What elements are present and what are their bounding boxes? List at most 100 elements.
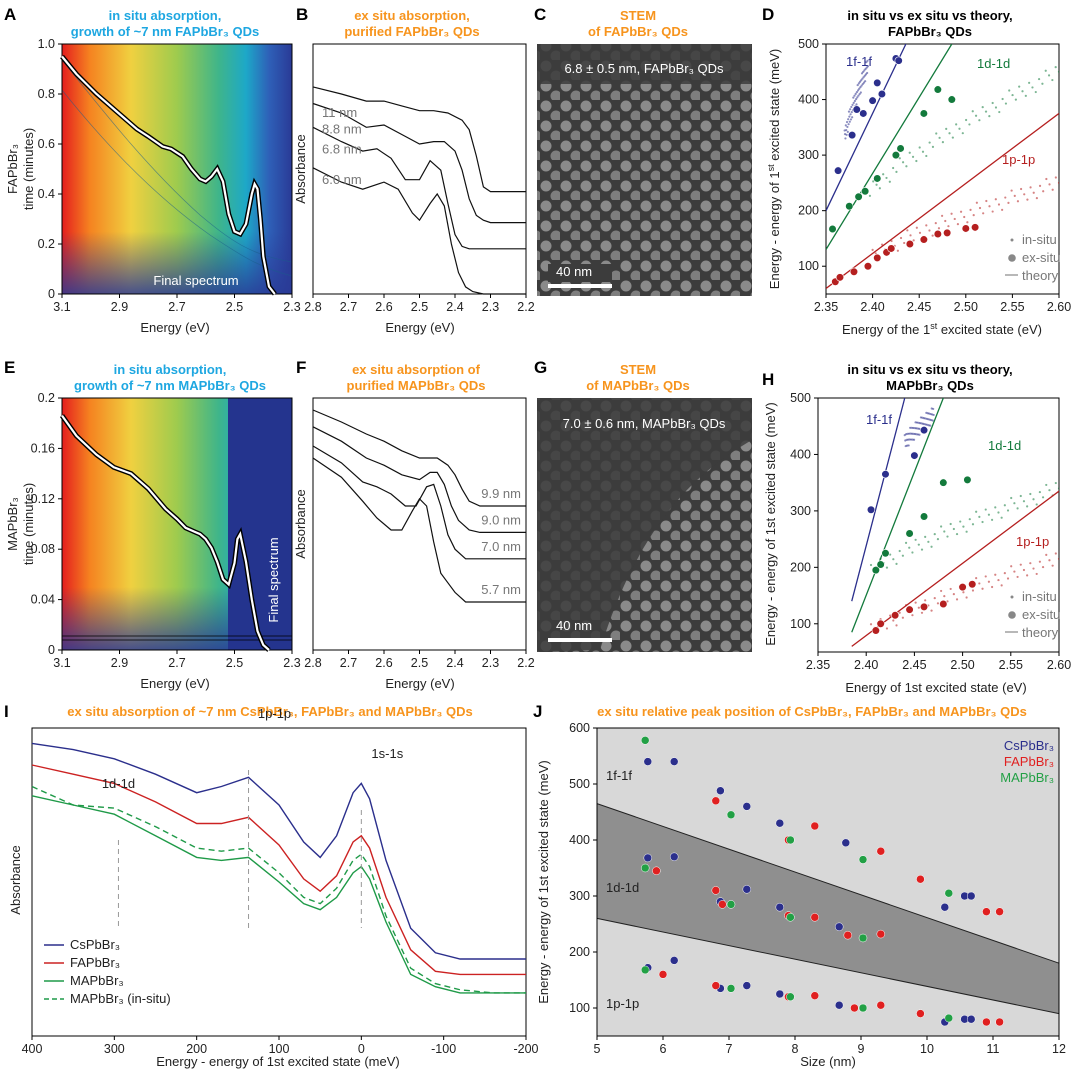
- panel-f-x-ticks: 2.8 2.7 2.6 2.5 2.4 2.3 2.2: [304, 650, 535, 670]
- panel-a-label: A: [4, 5, 16, 24]
- in-situ-point: [869, 623, 873, 626]
- in-situ-point: [851, 116, 854, 119]
- in-situ-point: [1019, 563, 1022, 566]
- panel-b-title-1: ex situ absorption,: [354, 8, 470, 23]
- absorbance-curve: [312, 457, 526, 603]
- in-situ-point: [866, 59, 869, 62]
- peak-point: [995, 1017, 1004, 1027]
- panel-j-x-tick-label: 5: [594, 1042, 601, 1056]
- in-situ-point: [997, 578, 1000, 582]
- panel-c-scalebar: [548, 284, 612, 288]
- in-situ-point: [955, 598, 959, 601]
- peak-point: [982, 1017, 991, 1027]
- panel-e: E in situ absorption, growth of ~7 nm MA…: [4, 358, 301, 691]
- panel-j-title: ex situ relative peak position of CsPbBr…: [597, 704, 1027, 719]
- panel-j-legend-mapbbr3: MAPbBr₃: [1000, 770, 1054, 785]
- in-situ-point: [990, 518, 994, 521]
- panel-b-label: B: [296, 5, 308, 24]
- in-situ-point: [920, 548, 924, 551]
- panel-f-x-tick-label: 2.4: [446, 656, 463, 670]
- in-situ-point: [1045, 177, 1048, 181]
- peak-point: [944, 888, 954, 898]
- panel-j-ylabel: Energy - energy of 1st excited state (me…: [536, 760, 551, 1004]
- size-label: 6.8 nm: [322, 141, 362, 156]
- in-situ-point: [950, 212, 953, 215]
- in-situ-point: [984, 575, 987, 578]
- panel-e-y-tick-label: 0.08: [31, 542, 55, 556]
- peak-point: [711, 981, 721, 990]
- in-situ-point: [965, 118, 968, 122]
- in-situ-point: [943, 595, 946, 598]
- in-situ-point: [898, 611, 901, 614]
- panel-b-title-2: purified FAPbBr₃ QDs: [344, 24, 479, 39]
- in-situ-point: [892, 619, 895, 622]
- in-situ-point: [925, 154, 928, 158]
- peak-point: [850, 1003, 859, 1013]
- absorbance-curve: [312, 445, 526, 560]
- peak-point: [775, 902, 785, 912]
- peak-point: [640, 965, 650, 975]
- panel-a-final-spectrum-label: Final spectrum: [153, 273, 238, 288]
- ex-situ-point: [919, 602, 929, 611]
- in-situ-point: [875, 183, 878, 186]
- in-situ-point: [943, 530, 946, 533]
- theory-line: [826, 112, 1059, 289]
- in-situ-point: [904, 541, 908, 544]
- panel-a-contour: [61, 59, 293, 263]
- panel-h-legend-theory: theory: [1022, 625, 1059, 640]
- panel-f-x-tick-label: 2.3: [482, 656, 499, 670]
- peak-point: [775, 989, 785, 999]
- in-situ-point: [978, 206, 982, 210]
- in-situ-point: [903, 241, 906, 245]
- in-situ-point: [1008, 89, 1011, 92]
- panel-f: F ex situ absorption of purified MAPbBr₃…: [293, 358, 535, 691]
- in-situ-point: [1038, 184, 1042, 187]
- in-situ-point: [901, 616, 904, 619]
- in-situ-point: [1026, 574, 1029, 577]
- in-situ-point: [975, 577, 978, 580]
- in-situ-point: [936, 538, 940, 541]
- panel-i-label: I: [4, 702, 9, 721]
- panel-d-legend-ex-situ: ex-situ: [1022, 250, 1060, 265]
- in-situ-point: [850, 111, 853, 114]
- stem-image-dark-region: [537, 398, 752, 652]
- in-situ-point: [948, 132, 951, 135]
- in-situ-point: [969, 208, 972, 211]
- in-situ-point: [962, 525, 965, 528]
- panel-a-y-ticks: 0 0.2 0.4 0.6 0.8 1.0: [38, 37, 62, 301]
- in-situ-point: [901, 161, 905, 164]
- peak-point: [944, 1013, 954, 1023]
- spectrum-curve: [31, 785, 526, 994]
- in-situ-point: [984, 508, 987, 511]
- in-situ-point: [1037, 77, 1041, 81]
- in-situ-point: [912, 239, 915, 242]
- ex-situ-point: [896, 144, 905, 153]
- in-situ-point: [861, 77, 864, 80]
- panel-h-y-tick-label: 500: [790, 391, 811, 405]
- panel-a-y-tick-label: 1.0: [38, 37, 55, 51]
- in-situ-point: [861, 82, 864, 86]
- band-boundary: [596, 803, 1060, 964]
- panel-d-legend-in-situ: in-situ: [1022, 232, 1057, 247]
- ex-situ-point: [905, 605, 914, 614]
- panel-e-title-1: in situ absorption,: [114, 362, 227, 377]
- in-situ-point: [978, 119, 981, 122]
- panel-h-x-ticks: 2.35 2.40 2.45 2.50 2.55 2.60: [806, 652, 1071, 672]
- in-situ-point: [1057, 70, 1059, 73]
- in-situ-point: [896, 249, 899, 252]
- in-situ-point: [915, 226, 918, 229]
- panel-g-scalebar-label: 40 nm: [556, 618, 592, 633]
- absorbance-curve: [312, 409, 526, 507]
- in-situ-point: [1035, 503, 1038, 506]
- in-situ-point: [1051, 78, 1054, 82]
- panel-j-x-tick-label: 6: [660, 1042, 667, 1056]
- in-situ-point: [949, 587, 952, 591]
- in-situ-point: [1026, 198, 1029, 201]
- theory-line: [851, 398, 944, 633]
- in-situ-point: [932, 413, 935, 417]
- panel-c: C STEM of FAPbBr₃ QDs 6.8 ± 0.5 nm, FAPb…: [534, 5, 752, 296]
- in-situ-point: [968, 123, 971, 126]
- in-situ-point: [952, 593, 955, 596]
- panel-b-frame: [312, 43, 527, 295]
- in-situ-point: [872, 180, 875, 183]
